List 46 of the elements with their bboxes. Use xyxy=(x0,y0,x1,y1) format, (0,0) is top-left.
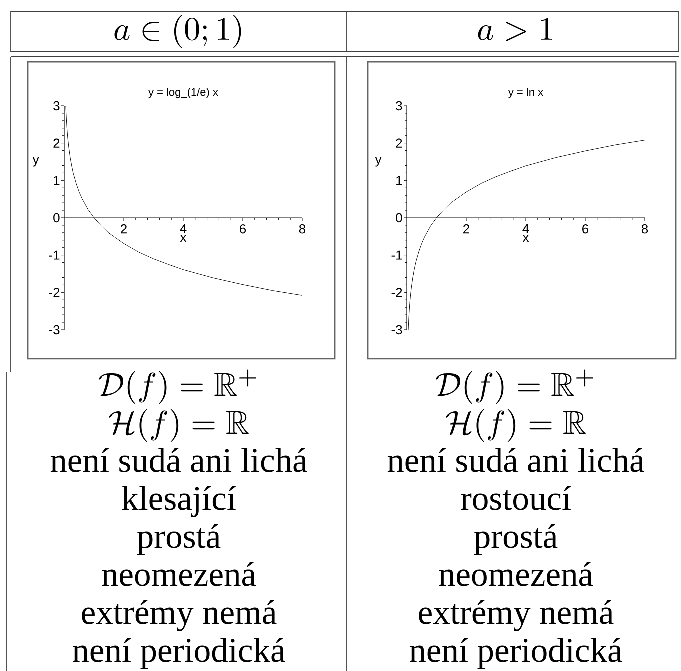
text: $\mathcal{D}(f) = \mathbb{R}^+$ xyxy=(98,370,256,404)
x-tick-label: 2 xyxy=(121,224,127,234)
x-tick-label: 4 xyxy=(522,224,530,234)
text: není periodická xyxy=(72,638,286,670)
y-tick-label: 3 xyxy=(54,101,60,111)
y-tick-label: 3 xyxy=(396,101,402,111)
y-tick-label: 2 xyxy=(54,138,60,148)
text: není sudá ani lichá xyxy=(388,448,644,472)
y-tick-label: -3 xyxy=(392,325,402,335)
y-tick-label: 2 xyxy=(396,138,402,148)
chart-title: y = log_(1/e) x xyxy=(148,88,218,98)
x-tick-label: 6 xyxy=(240,224,246,234)
text: prostá xyxy=(137,524,221,556)
y-tick-label: -2 xyxy=(392,288,402,298)
x-tick-label: 4 xyxy=(180,224,187,234)
text: extrémy nemá xyxy=(419,600,614,632)
x-tick-label: 2 xyxy=(464,224,470,234)
y-tick-label: 0 xyxy=(54,213,60,223)
y-tick-label: 1 xyxy=(396,176,402,186)
text: rostoucí xyxy=(461,486,572,510)
y-tick-label: 1 xyxy=(54,176,60,186)
text: $\mathcal{H}(f) = \mathbb{R}$ xyxy=(446,409,586,442)
x-axis-title: x xyxy=(180,235,187,242)
text: neomezená xyxy=(102,562,256,586)
x-tick-label: 6 xyxy=(582,224,589,234)
text: prostá xyxy=(474,524,558,556)
x-tick-label: 8 xyxy=(642,224,648,234)
text: extrémy nemá xyxy=(82,600,277,632)
y-tick-label: -2 xyxy=(49,288,60,298)
text: $\mathcal{D}(f) = \mathbb{R}^+$ xyxy=(436,370,594,404)
y-tick-label: 0 xyxy=(396,213,402,223)
x-tick-label: 8 xyxy=(299,224,306,234)
x-axis-title: x xyxy=(522,235,530,242)
y-tick-label: -3 xyxy=(49,325,60,335)
y-axis-title: y xyxy=(375,157,382,167)
text: klesající xyxy=(122,486,236,518)
text: $\mathcal{H}(f) = \mathbb{R}$ xyxy=(108,409,250,442)
y-tick-label: -1 xyxy=(49,250,60,260)
text: neomezená xyxy=(439,562,594,586)
text: $a > 1$ xyxy=(478,18,552,42)
text: není sudá ani lichá xyxy=(50,448,308,472)
text: není periodická xyxy=(410,638,622,670)
y-axis-title: y xyxy=(32,157,40,167)
text: $a \in (0;1)$ xyxy=(114,15,242,48)
y-tick-label: -1 xyxy=(392,250,402,260)
chart-title: y = ln x xyxy=(508,88,544,98)
